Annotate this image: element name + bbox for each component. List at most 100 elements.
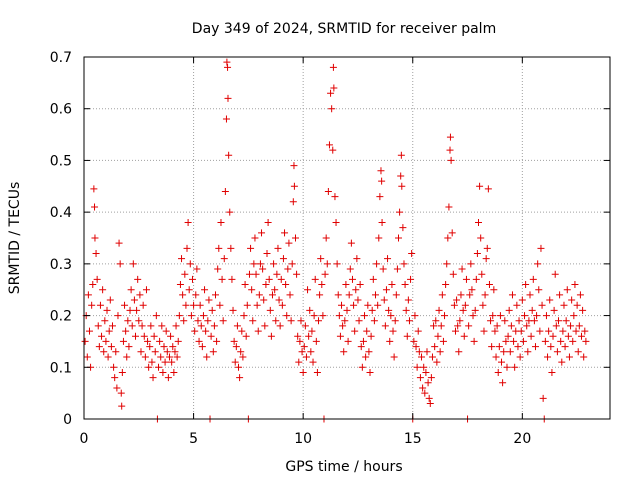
data-point [107,343,115,351]
data-point [322,234,330,242]
data-point [435,306,443,314]
data-point [208,306,216,314]
data-point [551,270,559,278]
y-tick-label: 0.7 [50,50,72,66]
data-point [296,337,304,345]
data-point [305,332,313,340]
data-point [295,358,303,366]
data-point [151,348,159,356]
data-point [237,348,245,356]
data-point [180,317,188,325]
data-point [359,337,367,345]
axis-ticks [83,56,610,420]
data-point [502,337,510,345]
data-point [118,402,126,410]
data-point [174,337,182,345]
data-point [346,265,354,273]
data-point [324,187,332,195]
data-point [567,322,575,330]
data-point [436,348,444,356]
data-point [317,255,325,263]
data-point [466,291,474,299]
data-point [219,317,227,325]
data-point [539,394,547,402]
data-point [256,260,264,268]
data-point [382,286,390,294]
data-point [542,312,550,320]
data-point [397,151,405,159]
data-point [81,337,89,345]
data-point [522,281,530,289]
data-point [547,343,555,351]
data-point [204,317,212,325]
data-point [492,353,500,361]
data-point [401,281,409,289]
data-point [482,255,490,263]
data-point [287,317,295,325]
data-point [379,265,387,273]
data-point [217,218,225,226]
data-point [133,306,141,314]
data-point [339,322,347,330]
data-point [490,286,498,294]
data-point [523,322,531,330]
data-point [163,348,171,356]
data-point [504,332,512,340]
data-point [368,306,376,314]
data-point [330,84,338,92]
data-point [356,281,364,289]
data-point [196,301,204,309]
data-point [380,296,388,304]
data-point [183,244,191,252]
data-point [550,306,558,314]
data-point [458,265,466,273]
data-point [388,281,396,289]
data-point [253,301,261,309]
data-point [304,286,312,294]
data-point [130,296,138,304]
data-point [432,317,440,325]
data-point [535,286,543,294]
data-point [350,301,358,309]
data-point [506,348,514,356]
data-point [455,348,463,356]
data-point [396,208,404,216]
x-tick-label: 15 [404,431,422,447]
data-point [362,353,370,361]
data-point [371,291,379,299]
data-point [425,394,433,402]
data-point [286,291,294,299]
data-point [144,337,152,345]
data-point [100,348,108,356]
data-point [235,363,243,371]
data-point [190,301,198,309]
data-point [411,312,419,320]
data-point [500,348,508,356]
data-point [179,291,187,299]
data-point [386,337,394,345]
data-point [480,327,488,335]
data-point [510,337,518,345]
data-point [323,260,331,268]
data-point [173,353,181,361]
data-point [298,348,306,356]
data-point [106,296,114,304]
data-point [115,239,123,247]
data-point [311,275,319,283]
data-point [182,301,190,309]
data-point [573,301,581,309]
data-point [165,353,173,361]
data-point [249,317,257,325]
data-point [477,234,485,242]
data-point [410,337,418,345]
data-point [544,353,552,361]
data-point [530,317,538,325]
data-point [146,343,154,351]
data-point [581,327,589,335]
data-point [273,270,281,278]
data-point [275,296,283,304]
data-point [470,337,478,345]
data-point [582,337,590,345]
data-point [446,133,454,141]
